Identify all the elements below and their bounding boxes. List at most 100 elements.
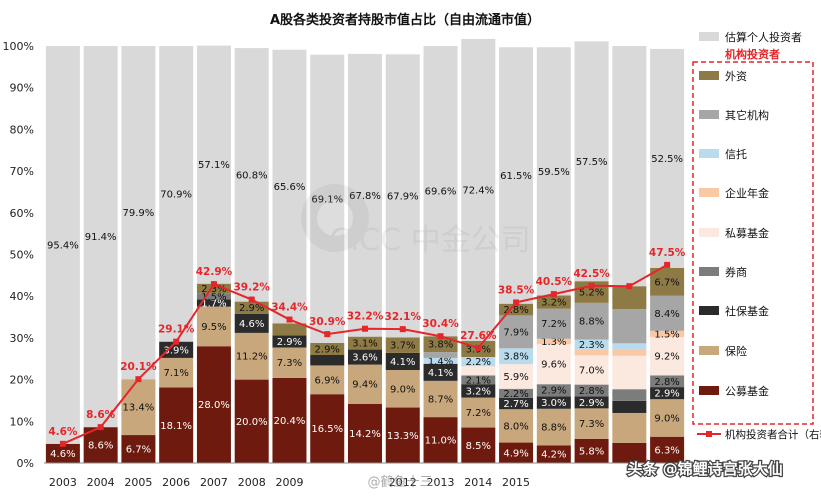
y-tick-label: 60%: [10, 207, 34, 220]
legend-label: 社保基金: [725, 304, 769, 318]
bar-segment: [159, 357, 194, 388]
data-label: 14.2%: [349, 429, 381, 440]
bar-segment: [159, 46, 194, 342]
data-label: 7.2%: [466, 408, 491, 419]
data-label: 6.7%: [126, 445, 151, 456]
total-label: 34.4%: [271, 302, 308, 314]
legend-label: 其它机构: [725, 108, 769, 122]
total-point: [475, 344, 482, 351]
x-tick-label: 2008: [238, 476, 266, 489]
data-label: 13.4%: [123, 403, 155, 414]
bars-layer: 4.6% 95.4% 8.6% 91.4% 6.7% 13.4% 79.9% 18.1% 7.1…: [45, 38, 685, 463]
data-label: 7.9%: [503, 327, 528, 338]
bar-segment: [650, 295, 685, 331]
y-axis: 0% 10% 20% 30% 40% 50% 60% 70% 80% 90% 100%: [3, 40, 34, 470]
bar-segment: [499, 388, 534, 398]
bar-segment: [536, 396, 571, 409]
data-label: 6.9%: [315, 375, 340, 386]
data-label: 60.8%: [236, 170, 268, 181]
data-label: 79.9%: [123, 208, 155, 219]
data-label: 69.1%: [311, 194, 343, 205]
data-label: 28.0%: [198, 400, 230, 411]
bar-segment: [536, 445, 571, 463]
legend-swatch: [699, 228, 719, 237]
bar-segment: [272, 49, 307, 324]
data-label: 3.7%: [390, 341, 415, 352]
data-label: 9.0%: [654, 413, 679, 424]
bar-segment: [385, 337, 420, 353]
bar-segment: [650, 267, 685, 296]
bar-segment: [461, 384, 496, 398]
data-label: 52.5%: [651, 154, 683, 165]
x-tick-label: 2004: [87, 476, 115, 489]
data-label: 2.2%: [466, 357, 491, 368]
data-label: 7.3%: [579, 419, 604, 430]
bar-segment: [310, 54, 345, 343]
legend-label: 私募基金: [725, 226, 769, 240]
data-label: 2.9%: [239, 303, 264, 314]
legend-label: 保险: [725, 344, 747, 358]
data-label: 4.2%: [541, 450, 566, 461]
total-label: 27.6%: [460, 330, 497, 342]
legend-group-title: 机构投资者: [725, 47, 780, 61]
bar-segment: [499, 442, 534, 463]
bar-segment: [612, 343, 647, 350]
bar-segment: [612, 46, 647, 287]
data-label: 18.1%: [160, 421, 192, 432]
bar-segment: [348, 53, 382, 337]
data-label: 9.2%: [654, 352, 679, 363]
y-tick-label: 80%: [10, 123, 34, 136]
legend-swatch: [699, 149, 719, 158]
bar-segment: [461, 427, 496, 463]
data-label: 57.1%: [198, 160, 230, 171]
bar-segment: [234, 332, 269, 380]
bar-segment: [574, 438, 609, 463]
data-label: 8.8%: [579, 317, 604, 328]
y-tick-label: 30%: [10, 332, 34, 345]
data-label: 7.2%: [541, 319, 566, 330]
y-tick-label: 0%: [17, 457, 34, 470]
data-label: 13.3%: [387, 431, 419, 442]
bar-segment: [272, 347, 307, 378]
data-label: 2.2%: [503, 389, 528, 400]
total-point: [210, 281, 217, 288]
data-label: 72.4%: [462, 185, 494, 196]
bar-segment: [83, 46, 118, 428]
data-label: 2.8%: [654, 377, 679, 388]
total-line-layer: 4.6%8.6%20.1%29.1%42.9%39.2%34.4%30.9% 32…: [48, 247, 686, 447]
bar-segment: [574, 408, 609, 439]
bar-segment: [536, 295, 571, 309]
data-label: 70.9%: [160, 189, 192, 200]
data-label: 4.1%: [428, 368, 453, 379]
bar-segment: [234, 379, 269, 463]
bar-segment: [499, 315, 534, 349]
data-label: 8.0%: [503, 421, 528, 432]
legend-label: 信托: [725, 147, 747, 161]
bar-segment: [612, 442, 647, 463]
legend-swatch: [699, 267, 719, 276]
bar-segment: [45, 443, 80, 463]
total-point: [626, 283, 633, 290]
legend-label: 外资: [725, 70, 747, 83]
y-tick-label: 50%: [10, 249, 34, 262]
bar-segment: [272, 335, 307, 348]
data-label: 4.6%: [239, 319, 264, 330]
bar-segment: [461, 397, 496, 428]
bar-segment: [310, 342, 345, 355]
bar-segment: [121, 379, 156, 436]
data-label: 61.5%: [500, 171, 532, 182]
bar-segment: [499, 348, 534, 365]
bar-segment: [536, 408, 571, 446]
y-tick-label: 100%: [3, 40, 34, 53]
y-tick-label: 40%: [10, 290, 34, 303]
data-label: 3.8%: [428, 340, 453, 351]
bar-segment: [121, 435, 156, 463]
bar-segment: [574, 355, 609, 385]
total-label: 38.5%: [498, 284, 535, 296]
bar-segment: [423, 357, 458, 364]
total-label: 20.1%: [120, 361, 157, 373]
bar-segment: [196, 283, 231, 294]
legend-label: 券商: [725, 265, 747, 279]
data-label: 4.6%: [50, 449, 75, 460]
legend-institution-box: [692, 61, 814, 425]
